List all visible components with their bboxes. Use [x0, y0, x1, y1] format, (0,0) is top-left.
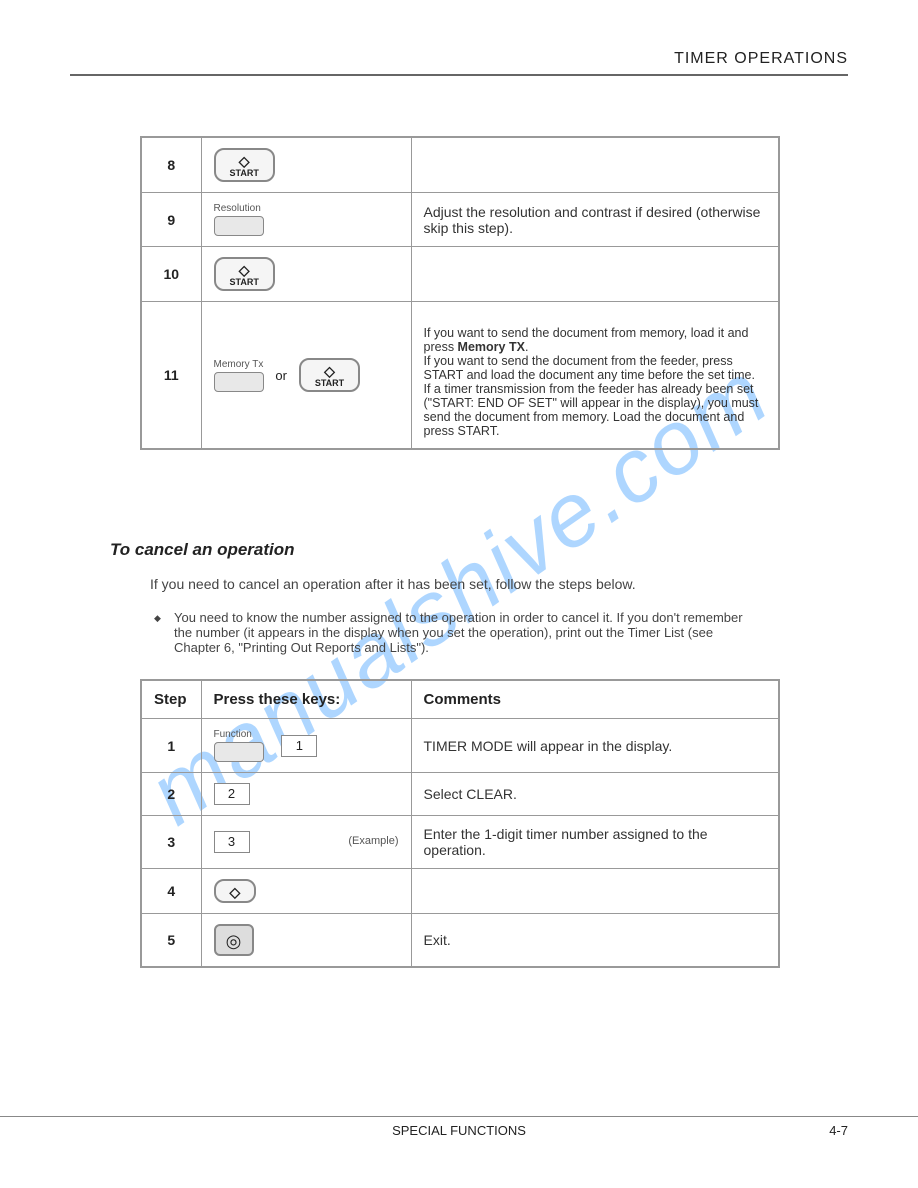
comment-cell — [411, 869, 779, 914]
page: TIMER OPERATIONS 8 ◇ START 9 Resolution … — [0, 0, 918, 1008]
comment-cell: TIMER MODE will appear in the display. — [411, 719, 779, 773]
table-row: 10 ◇ START — [141, 247, 779, 302]
table-header-row: Step Press these keys: Comments — [141, 680, 779, 719]
number-key-icon: 3 — [214, 831, 250, 853]
function-label: Function — [214, 729, 264, 740]
number-key-icon: 2 — [214, 783, 250, 805]
keys-cell: Memory Tx or ◇ START — [201, 302, 411, 450]
header-step: Step — [141, 680, 201, 719]
resolution-label: Resolution — [214, 203, 399, 214]
comment-cell: Exit. — [411, 914, 779, 968]
table-row: 9 Resolution Adjust the resolution and c… — [141, 193, 779, 247]
stop-button-icon: ◎ — [214, 924, 254, 956]
keys-cell: ◇ — [201, 869, 411, 914]
step-number: 9 — [141, 193, 201, 247]
memory-tx-button-icon — [214, 372, 264, 392]
resolution-button-icon — [214, 216, 264, 236]
procedure-table-1: 8 ◇ START 9 Resolution Adjust the resolu… — [140, 136, 780, 450]
step-number: 8 — [141, 137, 201, 193]
keys-cell: Function 1 — [201, 719, 411, 773]
step-number: 2 — [141, 773, 201, 816]
bullet-note: You need to know the number assigned to … — [160, 610, 760, 655]
table-row: 11 Memory Tx or ◇ START If you want to s… — [141, 302, 779, 450]
step-number: 10 — [141, 247, 201, 302]
page-footer: SPECIAL FUNCTIONS 4-7 — [0, 1116, 918, 1138]
comment-cell: Adjust the resolution and contrast if de… — [411, 193, 779, 247]
keys-cell: 3 (Example) — [201, 816, 411, 869]
procedure-table-2: Step Press these keys: Comments 1 Functi… — [140, 679, 780, 968]
keys-cell: ◇ START — [201, 247, 411, 302]
step-number: 11 — [141, 302, 201, 450]
start-button-icon: ◇ START — [299, 358, 360, 392]
header-keys: Press these keys: — [201, 680, 411, 719]
table-row: 1 Function 1 TIMER MODE will appear in t… — [141, 719, 779, 773]
table-row: 4 ◇ — [141, 869, 779, 914]
keys-cell: ◇ START — [201, 137, 411, 193]
or-text: or — [275, 368, 287, 383]
comment-cell: If you want to send the document from me… — [411, 302, 779, 450]
page-header: TIMER OPERATIONS — [70, 50, 848, 76]
example-label: (Example) — [348, 835, 398, 847]
comment-cell — [411, 247, 779, 302]
table-row: 3 3 (Example) Enter the 1-digit timer nu… — [141, 816, 779, 869]
table-row: 5 ◎ Exit. — [141, 914, 779, 968]
footer-page-number: 4-7 — [829, 1123, 848, 1138]
step-number: 3 — [141, 816, 201, 869]
number-key-icon: 1 — [281, 735, 317, 757]
start-button-icon: ◇ START — [214, 148, 275, 182]
comment-cell: Enter the 1-digit timer number assigned … — [411, 816, 779, 869]
footer-center: SPECIAL FUNCTIONS — [392, 1123, 526, 1138]
keys-cell: Resolution — [201, 193, 411, 247]
comment-cell: Select CLEAR. — [411, 773, 779, 816]
section-title: To cancel an operation — [110, 540, 848, 560]
start-button-icon: ◇ — [214, 879, 257, 903]
body-text: If you need to cancel an operation after… — [150, 576, 770, 592]
start-button-icon: ◇ START — [214, 257, 275, 291]
step-number: 5 — [141, 914, 201, 968]
keys-cell: ◎ — [201, 914, 411, 968]
header-comments: Comments — [411, 680, 779, 719]
memory-tx-label: Memory Tx — [214, 359, 264, 370]
step-number: 4 — [141, 869, 201, 914]
function-button-icon — [214, 742, 264, 762]
comment-cell — [411, 137, 779, 193]
table-row: 8 ◇ START — [141, 137, 779, 193]
table-row: 2 2 Select CLEAR. — [141, 773, 779, 816]
step-number: 1 — [141, 719, 201, 773]
keys-cell: 2 — [201, 773, 411, 816]
